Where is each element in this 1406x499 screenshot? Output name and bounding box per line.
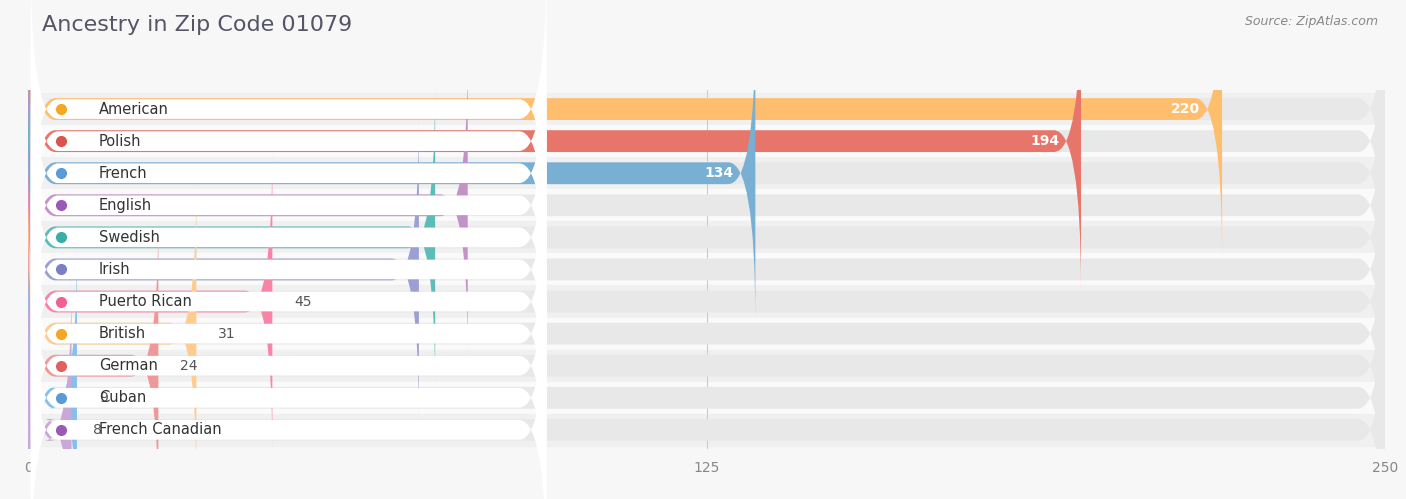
- FancyBboxPatch shape: [28, 56, 468, 355]
- FancyBboxPatch shape: [28, 120, 419, 419]
- FancyBboxPatch shape: [28, 184, 1385, 483]
- Text: English: English: [98, 198, 152, 213]
- FancyBboxPatch shape: [31, 151, 547, 452]
- FancyBboxPatch shape: [31, 247, 547, 499]
- Bar: [28, 93, 1385, 125]
- FancyBboxPatch shape: [31, 0, 547, 259]
- Bar: [28, 125, 1385, 157]
- Text: Swedish: Swedish: [98, 230, 159, 245]
- FancyBboxPatch shape: [28, 88, 1385, 387]
- Text: British: British: [98, 326, 146, 341]
- Text: 45: 45: [294, 294, 312, 308]
- Text: French Canadian: French Canadian: [98, 422, 221, 437]
- Bar: [28, 285, 1385, 317]
- FancyBboxPatch shape: [28, 24, 1385, 323]
- Text: French: French: [98, 166, 148, 181]
- FancyBboxPatch shape: [28, 0, 1385, 290]
- FancyBboxPatch shape: [28, 0, 1385, 258]
- Text: 194: 194: [1031, 134, 1059, 148]
- FancyBboxPatch shape: [28, 120, 1385, 419]
- Text: Ancestry in Zip Code 01079: Ancestry in Zip Code 01079: [42, 15, 353, 35]
- Bar: [28, 157, 1385, 189]
- FancyBboxPatch shape: [28, 24, 755, 323]
- FancyBboxPatch shape: [31, 183, 547, 484]
- FancyBboxPatch shape: [28, 249, 77, 499]
- Text: 24: 24: [180, 359, 198, 373]
- Bar: [28, 350, 1385, 382]
- FancyBboxPatch shape: [28, 0, 1222, 258]
- FancyBboxPatch shape: [28, 280, 1385, 499]
- Text: 72: 72: [378, 262, 396, 276]
- FancyBboxPatch shape: [31, 119, 547, 420]
- Text: Irish: Irish: [98, 262, 131, 277]
- Text: Polish: Polish: [98, 134, 141, 149]
- FancyBboxPatch shape: [28, 280, 72, 499]
- FancyBboxPatch shape: [31, 22, 547, 324]
- FancyBboxPatch shape: [28, 88, 436, 387]
- FancyBboxPatch shape: [28, 152, 1385, 451]
- FancyBboxPatch shape: [31, 87, 547, 388]
- FancyBboxPatch shape: [28, 152, 273, 451]
- FancyBboxPatch shape: [28, 249, 1385, 499]
- Bar: [28, 189, 1385, 222]
- FancyBboxPatch shape: [28, 216, 159, 499]
- Bar: [28, 414, 1385, 446]
- FancyBboxPatch shape: [28, 216, 1385, 499]
- FancyBboxPatch shape: [31, 55, 547, 356]
- FancyBboxPatch shape: [28, 184, 197, 483]
- Text: American: American: [98, 102, 169, 117]
- FancyBboxPatch shape: [28, 56, 1385, 355]
- Bar: [28, 253, 1385, 285]
- Text: 9: 9: [98, 391, 107, 405]
- Bar: [28, 317, 1385, 350]
- FancyBboxPatch shape: [28, 0, 1081, 290]
- Text: 8: 8: [93, 423, 103, 437]
- FancyBboxPatch shape: [31, 279, 547, 499]
- Bar: [28, 222, 1385, 253]
- Text: 81: 81: [426, 198, 446, 212]
- Text: 134: 134: [704, 166, 734, 180]
- Text: 31: 31: [218, 327, 236, 341]
- Text: German: German: [98, 358, 157, 373]
- Text: 75: 75: [394, 231, 413, 245]
- Text: Cuban: Cuban: [98, 390, 146, 405]
- Bar: [28, 382, 1385, 414]
- Text: 220: 220: [1171, 102, 1201, 116]
- Text: Source: ZipAtlas.com: Source: ZipAtlas.com: [1244, 15, 1378, 28]
- Text: Puerto Rican: Puerto Rican: [98, 294, 191, 309]
- FancyBboxPatch shape: [31, 215, 547, 499]
- FancyBboxPatch shape: [31, 0, 547, 292]
